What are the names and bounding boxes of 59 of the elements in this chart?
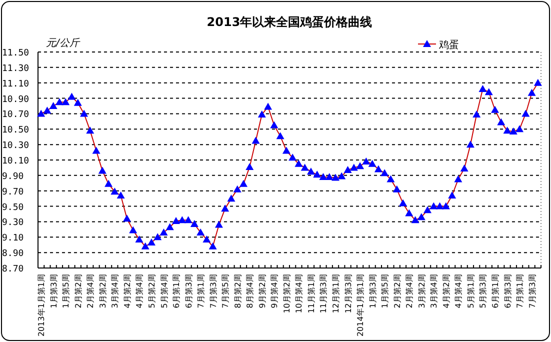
x-tick-label: 3月第4周 <box>430 274 439 308</box>
x-tick-label: 5月第3周 <box>478 274 488 308</box>
x-tick-label: 1月第5周 <box>62 274 71 308</box>
x-tick-label: 8月第4周 <box>246 274 255 308</box>
x-tick-label: 3月第2周 <box>98 274 108 308</box>
x-tick-label: 8月第2周 <box>233 274 242 308</box>
x-tick-label: 6月第3周 <box>503 274 512 308</box>
x-tick-label: 1月第3周 <box>49 274 58 308</box>
chart-title: 2013年以来全国鸡蛋价格曲线 <box>206 15 372 29</box>
x-tick-label: 4月第4周 <box>454 274 464 308</box>
y-tick-label: 9.90 <box>2 172 24 182</box>
y-tick-label: 11.50 <box>2 48 30 58</box>
x-tick-label: 5月第4周 <box>160 274 169 308</box>
x-tick-label: 4月第2周 <box>122 274 132 308</box>
x-tick-label: 7月第5周 <box>221 274 230 308</box>
x-tick-label: 7月第1周 <box>516 274 525 308</box>
y-tick-label: 10.10 <box>2 156 30 166</box>
x-tick-label: 2014年1月第1周 <box>356 274 366 337</box>
x-tick-label: 7月第3周 <box>208 274 218 308</box>
x-tick-label: 5月第1周 <box>466 274 476 308</box>
x-tick-label: 9月第4周 <box>270 274 280 308</box>
y-tick-label: 11.10 <box>2 79 30 90</box>
x-tick-label: 3月第2周 <box>417 274 426 308</box>
x-tick-label: 1月第3周 <box>368 274 378 308</box>
x-tick-label: 12月第3周 <box>344 274 353 314</box>
x-tick-label: 2月第2周 <box>392 274 402 308</box>
x-tick-label: 5月第2周 <box>147 274 156 308</box>
y-tick-label: 10.90 <box>2 94 30 105</box>
y-tick-label: 9.10 <box>2 234 24 244</box>
x-tick-label: 4月第4周 <box>135 274 144 308</box>
x-tick-label: 9月第2周 <box>258 274 267 308</box>
x-tick-label: 6月第1周 <box>172 274 182 308</box>
x-tick-label: 1月第5周 <box>380 274 390 308</box>
y-tick-label: 8.90 <box>2 249 24 260</box>
y-tick-label: 9.30 <box>2 218 24 228</box>
y-axis-title: 元/公斤 <box>46 37 80 49</box>
y-tick-label: 9.70 <box>2 187 24 198</box>
x-tick-label: 11月第1周 <box>306 274 316 314</box>
x-tick-label: 12月第1周 <box>332 274 341 314</box>
x-tick-label: 7月第1周 <box>196 274 206 308</box>
x-tick-label: 2月第2周 <box>74 274 83 308</box>
y-tick-label: 10.50 <box>2 126 30 136</box>
y-tick-label: 8.70 <box>2 264 24 274</box>
y-tick-label: 10.70 <box>2 110 30 120</box>
x-tick-label: 7月第3周 <box>528 274 537 308</box>
x-tick-label: 6月第1周 <box>490 274 500 308</box>
x-tick-label: 6月第3周 <box>184 274 194 308</box>
x-tick-label: 3月第4周 <box>110 274 120 308</box>
x-tick-label: 2013年1月第1周 <box>37 274 46 337</box>
x-tick-label: 4月第2周 <box>442 274 451 308</box>
x-tick-label: 2月第4周 <box>405 274 414 308</box>
y-tick-label: 11.30 <box>2 64 30 74</box>
y-tick-label: 9.50 <box>2 202 24 213</box>
legend-label: 鸡蛋 <box>438 39 459 51</box>
y-tick-label: 10.30 <box>2 141 30 152</box>
x-tick-label: 10月第2周 <box>282 274 292 314</box>
x-tick-label: 11月第3周 <box>319 274 328 314</box>
x-tick-label: 10月第4周 <box>294 274 304 314</box>
x-tick-label: 2月第4周 <box>86 274 96 308</box>
